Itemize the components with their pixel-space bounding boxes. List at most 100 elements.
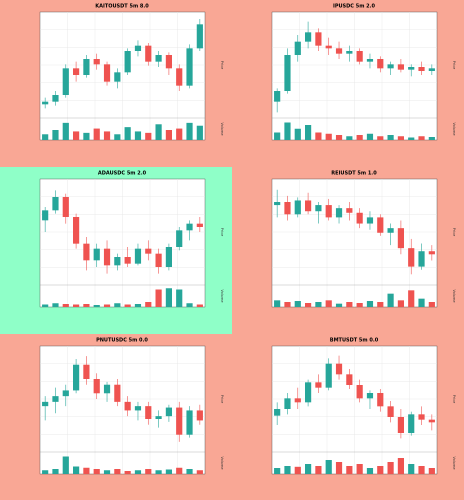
volume-bar (408, 290, 415, 307)
candle-body (145, 248, 152, 254)
candle-body (377, 59, 384, 69)
candle-body (103, 384, 111, 394)
candle-body (155, 253, 162, 267)
chart-panel: REIUSDT 5m 1.0 Price Volume (232, 167, 464, 334)
candle-body (114, 72, 121, 82)
volume-bar (274, 300, 281, 307)
volume-bar (346, 136, 353, 140)
candle-body (325, 205, 332, 218)
volume-bar (155, 124, 162, 140)
candle-body (52, 396, 59, 402)
volume-bar (418, 136, 425, 140)
volume-bar (134, 470, 142, 474)
candle-body (408, 67, 415, 70)
volume-bar (145, 302, 152, 307)
candle-body (408, 414, 415, 433)
candle-body (196, 410, 203, 421)
candle-body (387, 228, 394, 233)
volume-bar (155, 289, 162, 307)
chart-title: IPUSDC 5m 2.0 (333, 4, 376, 10)
candle-body (274, 91, 281, 102)
volume-bar (145, 132, 152, 140)
candle-body (114, 257, 121, 266)
candle-body (93, 59, 100, 65)
candle-body (62, 68, 69, 95)
volume-bar (73, 304, 80, 307)
candle-body (52, 197, 59, 211)
candle-body (356, 212, 363, 224)
volume-bar (134, 131, 142, 140)
chart-title: KAITOUSDT 5m 8.0 (95, 4, 149, 10)
volume-bar (346, 302, 353, 307)
candle-body (274, 409, 281, 416)
volume-bar (418, 298, 425, 307)
chart-panel: ADAUSDC 5m 2.0 Price Volume (0, 167, 232, 334)
candle-body (186, 48, 193, 86)
volume-bar (325, 460, 332, 474)
candle-body (356, 51, 363, 62)
candle-body (418, 251, 425, 267)
volume-bar (315, 132, 322, 140)
chart-panel: BMTUSDT 5m 0.0 Price Volume (232, 334, 464, 500)
chart-panel: PNUTUSDC 5m 0.0 Price Volume (0, 334, 232, 500)
candle-body (335, 208, 343, 218)
volume-bar (52, 469, 59, 474)
candle-body (52, 95, 59, 102)
volume-bar (83, 304, 90, 307)
volume-bar (366, 133, 374, 140)
volume-bar (356, 135, 363, 140)
candle-body (165, 407, 172, 417)
candle-body (366, 393, 374, 399)
volume-axis-label: Volume (220, 289, 224, 302)
candle-body (165, 55, 172, 69)
volume-bar (377, 466, 384, 474)
candle-body (196, 24, 203, 49)
volume-bar (428, 302, 435, 307)
volume-bar (52, 303, 59, 307)
volume-bar (103, 470, 111, 474)
volume-axis-label: Volume (452, 289, 456, 302)
candle-body (294, 398, 301, 403)
volume-bar (73, 466, 80, 474)
volume-bar (335, 135, 343, 140)
chart-title: REIUSDT 5m 1.0 (331, 171, 377, 177)
volume-bar (42, 134, 49, 140)
volume-bar (305, 303, 312, 307)
volume-bar (145, 469, 152, 474)
volume-bar (274, 468, 281, 474)
candle-body (134, 248, 142, 264)
candle-body (103, 248, 111, 266)
y-axis-label: Price (220, 61, 224, 70)
candle-body (176, 407, 183, 435)
volume-bar (397, 136, 404, 140)
volume-bar (196, 125, 203, 140)
chart-panel: IPUSDC 5m 2.0 Price Volume (232, 0, 464, 167)
volume-bar (165, 288, 172, 307)
candle-body (145, 45, 152, 62)
volume-axis-label: Volume (452, 456, 456, 469)
volume-bar (387, 135, 394, 140)
volume-bar (397, 458, 404, 474)
candle-body (428, 251, 435, 255)
volume-bar (325, 133, 332, 140)
volume-bar (196, 470, 203, 474)
volume-bar (83, 467, 90, 474)
volume-bar (62, 304, 69, 307)
candle-body (377, 393, 384, 407)
candle-body (335, 48, 343, 54)
y-axis-label: Price (452, 228, 456, 237)
candle-body (83, 364, 90, 379)
candle-body (186, 223, 193, 231)
candle-body (397, 228, 404, 249)
candle-body (294, 41, 301, 55)
y-axis-label: Price (452, 395, 456, 404)
candle-body (124, 257, 131, 264)
candle-body (42, 210, 49, 221)
candle-body (346, 208, 353, 213)
volume-bar (186, 303, 193, 307)
candle-body (377, 217, 384, 233)
volume-bar (73, 131, 80, 140)
volume-bar (124, 127, 131, 140)
volume-bar (284, 122, 291, 140)
volume-bar (93, 305, 100, 307)
